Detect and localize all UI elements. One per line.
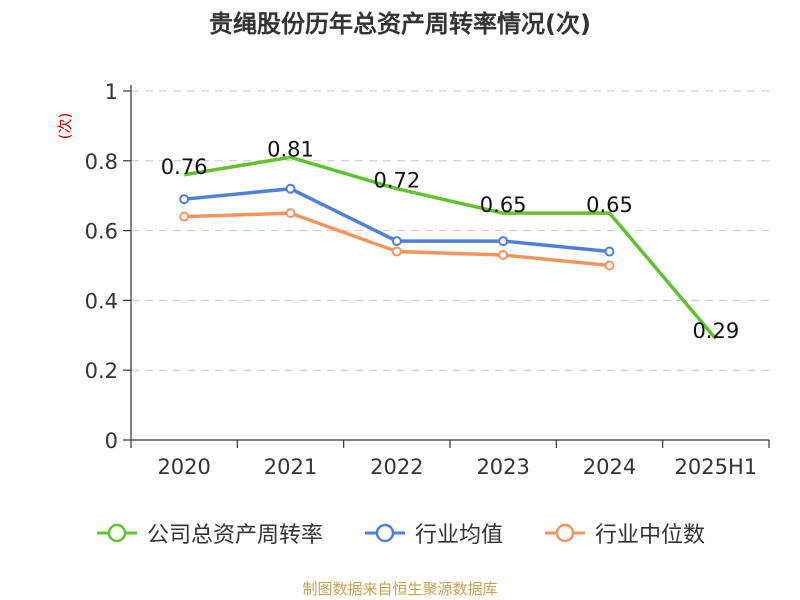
data-point bbox=[498, 236, 509, 247]
x-tick-label: 2024 bbox=[583, 455, 636, 479]
gridlines bbox=[131, 90, 769, 371]
y-tick-label: 0.6 bbox=[85, 220, 118, 244]
data-point bbox=[391, 246, 402, 257]
legend-marker-icon bbox=[96, 523, 137, 543]
data-label: 0.65 bbox=[480, 193, 527, 217]
x-tick-label: 2020 bbox=[157, 455, 210, 479]
data-label: 0.29 bbox=[692, 319, 739, 343]
data-point bbox=[285, 183, 296, 194]
data-point bbox=[604, 260, 615, 271]
legend-marker-icon bbox=[545, 523, 585, 543]
legend-item[interactable]: 公司总资产周转率 bbox=[95, 517, 323, 549]
legend-label: 行业均值 bbox=[414, 523, 503, 548]
legend-marker-icon bbox=[364, 523, 405, 543]
x-tick-label: 2021 bbox=[264, 455, 317, 479]
legend-item[interactable]: 行业均值 bbox=[363, 517, 503, 549]
source-note: 制图数据来自恒生聚源数据库 bbox=[302, 580, 498, 598]
y-tick-label: 0.4 bbox=[85, 289, 118, 313]
data-labels: 0.76 0.81 0.72 0.65 0.65 0.29 bbox=[161, 137, 739, 342]
y-tick-label: 0.8 bbox=[85, 150, 118, 174]
data-label: 0.72 bbox=[373, 169, 420, 193]
legend-label: 行业中位数 bbox=[595, 523, 706, 548]
data-label: 0.65 bbox=[586, 193, 633, 217]
legend-label: 公司总资产周转率 bbox=[146, 523, 323, 548]
series-line bbox=[183, 155, 718, 340]
data-label: 0.76 bbox=[161, 155, 208, 179]
x-tick-label: 2023 bbox=[476, 455, 529, 479]
x-tick-label: 2025H1 bbox=[675, 455, 758, 479]
data-point bbox=[179, 211, 190, 222]
y-tick-label: 0 bbox=[105, 429, 118, 453]
data-point bbox=[498, 250, 509, 261]
y-axis-label: (次) bbox=[56, 113, 74, 140]
series-layer bbox=[179, 155, 718, 340]
y-tick-label: 0.2 bbox=[85, 359, 118, 383]
y-tick-label: 1 bbox=[105, 80, 118, 104]
chart-title: 贵绳股份历年总资产周转率情况(次) bbox=[209, 10, 591, 38]
data-point bbox=[604, 246, 615, 257]
data-point bbox=[285, 208, 296, 219]
data-point bbox=[391, 236, 402, 247]
data-point bbox=[179, 194, 190, 205]
legend: 公司总资产周转率 行业均值 行业中位数 bbox=[0, 517, 800, 549]
x-tick-label: 2022 bbox=[370, 455, 423, 479]
data-label: 0.81 bbox=[267, 137, 314, 161]
legend-item[interactable]: 行业中位数 bbox=[543, 517, 705, 549]
